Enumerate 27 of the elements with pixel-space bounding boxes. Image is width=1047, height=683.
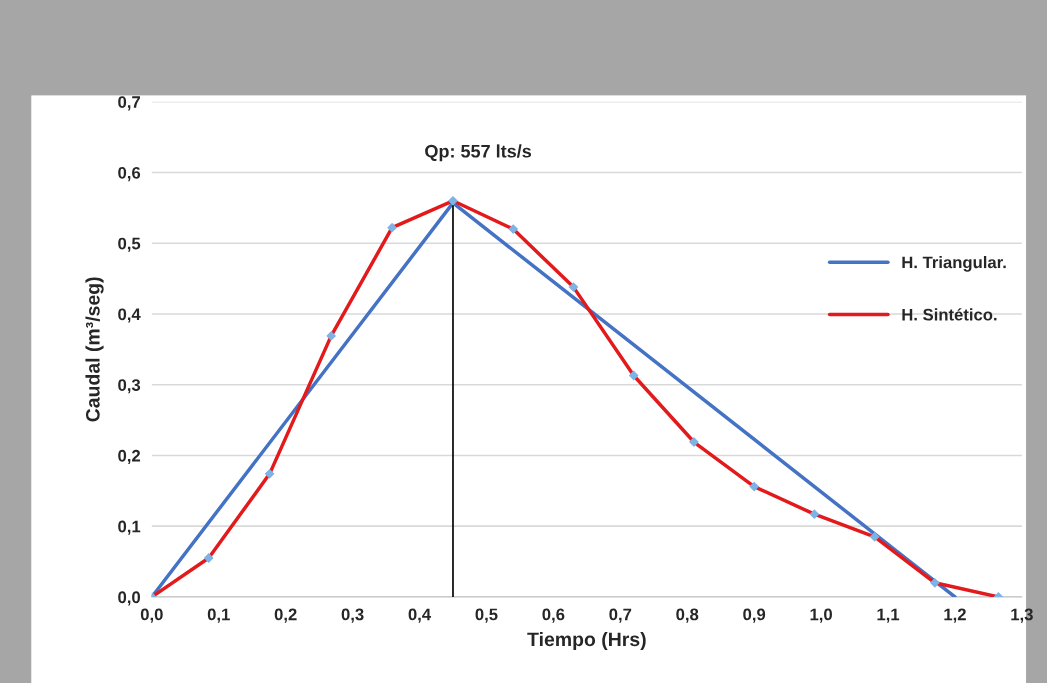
legend-label: H. Sintético. xyxy=(902,308,997,321)
x-tick-label: 1,2 xyxy=(944,608,966,623)
x-tick-label: 1,1 xyxy=(877,608,900,623)
annotation: Qp: 557 lts/s xyxy=(425,144,532,162)
x-tick-label: 1,3 xyxy=(1011,608,1033,623)
y-tick-label: 0,4 xyxy=(118,308,141,323)
x-tick-label: 0,0 xyxy=(140,608,163,623)
x-tick-label: 0,3 xyxy=(341,608,364,623)
x-tick-label: 0,4 xyxy=(408,608,432,623)
y-tick-label: 0,6 xyxy=(118,166,141,182)
x-tick-label: 0,2 xyxy=(274,608,297,623)
x-tick-label: 0,1 xyxy=(207,608,230,623)
y-tick-label: 0,3 xyxy=(118,379,141,394)
x-tick-label: 0,7 xyxy=(609,608,632,623)
x-axis-title: Tiempo (Hrs) xyxy=(527,631,646,651)
y-tick-label: 0,5 xyxy=(118,237,141,252)
y-axis-title: Caudal (m³/seg) xyxy=(85,277,104,422)
x-tick-label: 1,0 xyxy=(810,608,832,623)
y-tick-label: 0,2 xyxy=(118,449,141,465)
y-tick-label: 0,0 xyxy=(118,591,141,606)
x-tick-label: 0,8 xyxy=(676,608,699,623)
x-tick-label: 0,5 xyxy=(475,608,498,623)
x-tick-label: 0,6 xyxy=(542,608,565,623)
x-tick-label: 0,9 xyxy=(743,608,766,623)
legend-label: H. Triangular. xyxy=(902,256,1006,272)
y-tick-label: 0,1 xyxy=(118,520,141,535)
y-tick-label: 0,7 xyxy=(118,96,140,111)
